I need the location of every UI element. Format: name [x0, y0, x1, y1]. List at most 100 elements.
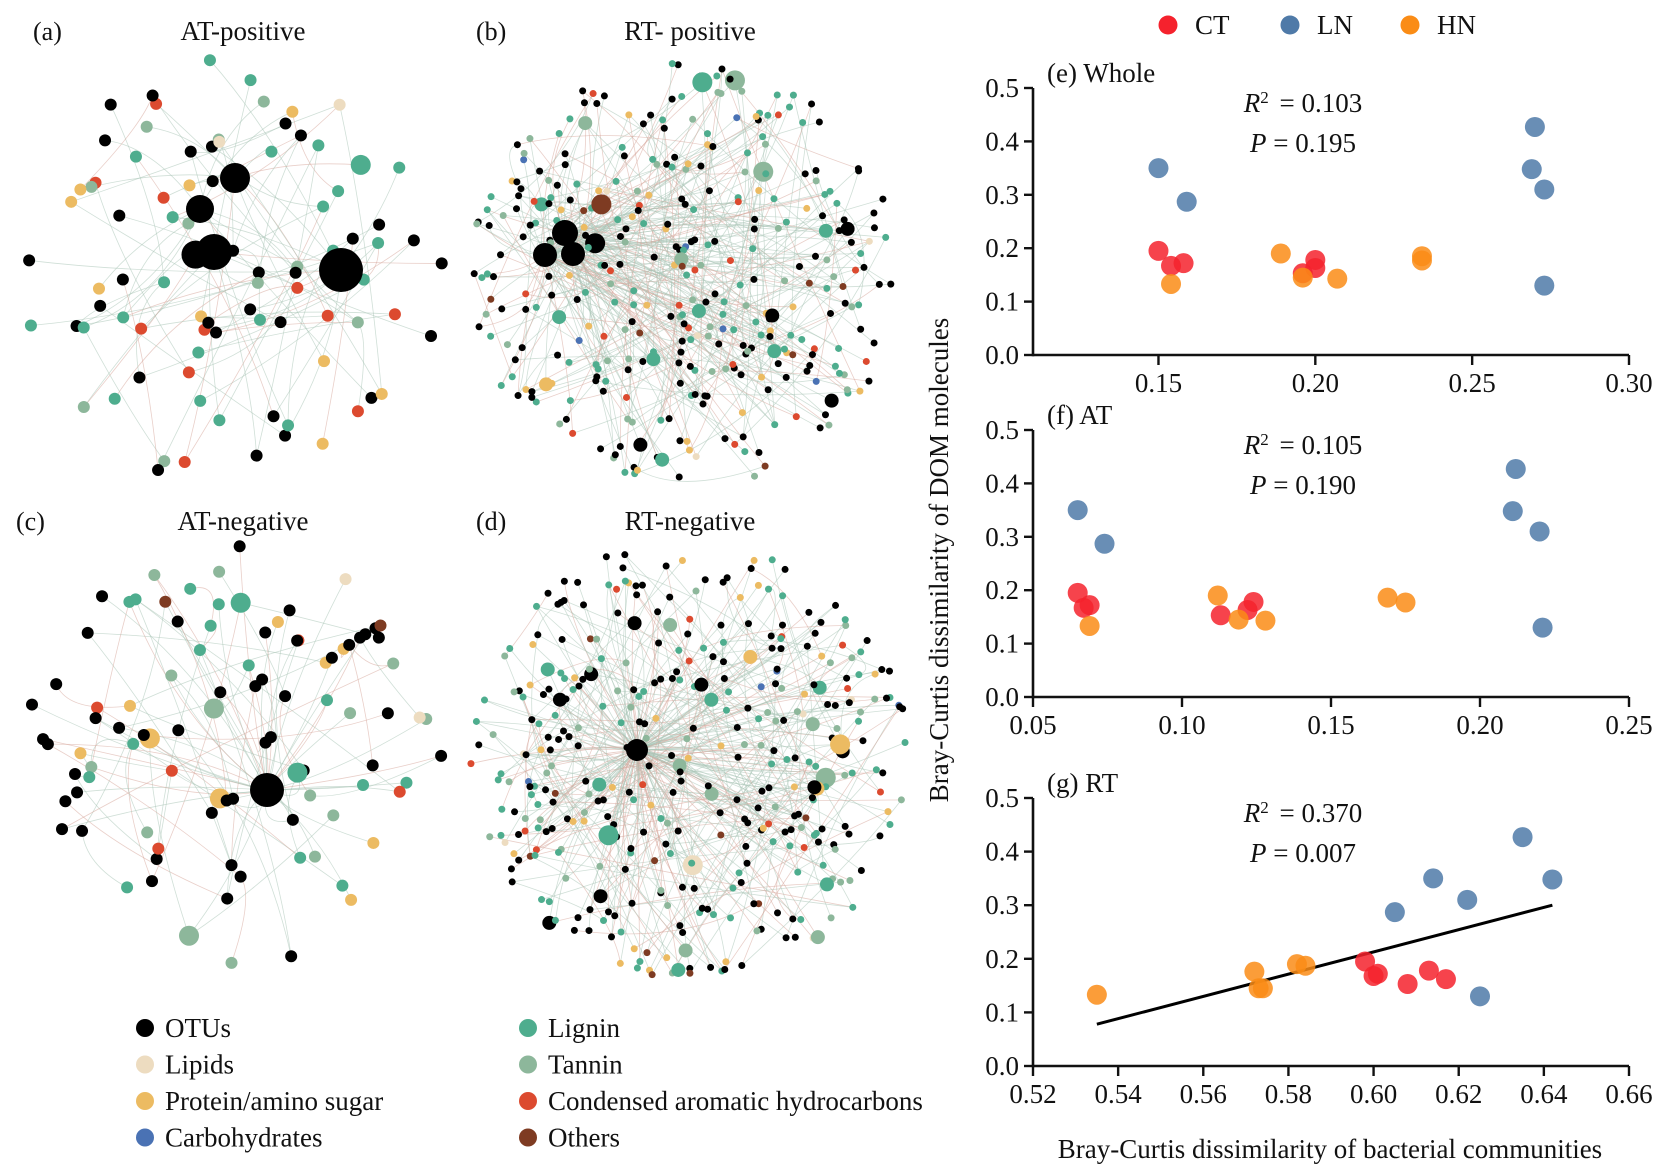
network-node [271, 616, 284, 629]
network-node [664, 220, 672, 228]
legend-item: OTUs [136, 1013, 231, 1043]
scatter-legend: CT LN HN [1158, 10, 1476, 40]
network-node [831, 845, 839, 853]
network-node [630, 686, 638, 694]
network-node [259, 626, 272, 639]
network-edge [101, 595, 268, 791]
network-node [689, 724, 697, 732]
network-node [827, 309, 835, 317]
network-node [743, 859, 751, 867]
network-node [279, 117, 292, 130]
network-graph [25, 540, 448, 969]
network-edge [611, 671, 677, 937]
network-node [478, 274, 486, 282]
legend-item: Condensed aromatic hydrocarbons [519, 1086, 923, 1116]
network-node [602, 377, 610, 385]
network-edge [275, 610, 294, 820]
network-node [538, 896, 546, 904]
network-hub-node [533, 243, 557, 267]
network-node [627, 616, 642, 631]
network-node [611, 298, 619, 306]
network-edge [114, 272, 259, 399]
network-node [717, 621, 725, 629]
network-node [773, 665, 781, 673]
y-tick-label: 0.1 [985, 629, 1019, 659]
network-node [845, 699, 853, 707]
network-node [812, 177, 820, 185]
x-tick-label: 0.64 [1520, 1079, 1568, 1109]
network-node [569, 686, 577, 694]
network-node [730, 326, 738, 334]
network-node [552, 692, 567, 707]
network-node [513, 205, 521, 213]
network-node [513, 178, 521, 186]
network-node [528, 393, 536, 401]
network-node [630, 287, 638, 295]
network-node [518, 344, 526, 352]
network-node [859, 737, 867, 745]
network-node [768, 760, 776, 768]
panel-letter: (a) [33, 17, 62, 46]
network-node [179, 925, 200, 946]
network-node [742, 842, 750, 850]
panel-title: AT-negative [178, 506, 309, 536]
network-node [494, 776, 502, 784]
network-node [639, 781, 647, 789]
network-node [158, 276, 171, 289]
network-node [501, 838, 509, 846]
network-node [69, 767, 82, 780]
network-edge [610, 240, 870, 285]
legend-marker [1280, 15, 1300, 35]
network-edge [55, 683, 131, 708]
network-node [840, 216, 848, 224]
network-edge [564, 232, 682, 353]
network-node [116, 273, 129, 286]
network-node [202, 316, 215, 329]
legend-label: Lignin [548, 1013, 620, 1043]
network-node [616, 442, 624, 450]
network-edge [572, 253, 736, 445]
network-edge [636, 749, 816, 767]
network-node [733, 723, 741, 731]
network-edge [534, 855, 853, 908]
y-tick-label: 0.4 [985, 837, 1019, 867]
network-edge [756, 115, 769, 378]
network-node [683, 437, 691, 445]
y-tick-label: 0.3 [985, 890, 1019, 920]
y-axis-title: Bray-Curtis dissimilarity of DOM molecul… [924, 318, 954, 802]
network-node [407, 234, 420, 247]
network-edge [88, 601, 130, 778]
network-node [514, 392, 522, 400]
network-edge [633, 465, 766, 482]
network-node [758, 373, 766, 381]
network-edge [61, 663, 394, 830]
network-node [692, 587, 700, 595]
network-edge [190, 123, 286, 154]
network-edge [211, 146, 342, 271]
network-node [619, 564, 627, 572]
network-edge [149, 738, 190, 936]
network-edge [548, 749, 638, 902]
network-node [733, 796, 741, 804]
network-edge [498, 749, 638, 781]
network-node [662, 840, 670, 848]
network-node [565, 358, 573, 366]
network-node [532, 846, 540, 854]
network-node [282, 419, 295, 432]
network-node [327, 809, 340, 822]
network-node [660, 124, 668, 132]
network-edge [634, 622, 645, 751]
network-node [663, 819, 671, 827]
network-node [546, 746, 554, 754]
network-node [632, 582, 640, 590]
network-node [532, 303, 540, 311]
data-point-ct [1173, 253, 1194, 274]
network-node [752, 318, 760, 326]
x-tick-label: 0.58 [1265, 1079, 1312, 1109]
network-node [344, 707, 357, 720]
data-point-ct [1418, 960, 1439, 981]
network-node [714, 88, 722, 96]
network-edge [667, 777, 826, 824]
network-node [744, 819, 752, 827]
network-node [870, 339, 878, 347]
